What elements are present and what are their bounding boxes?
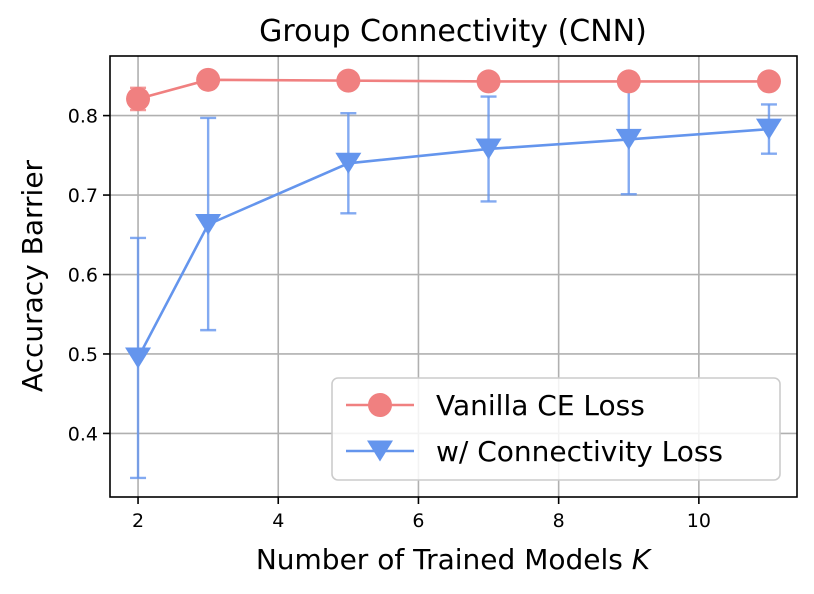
series-line-connectivity xyxy=(136,127,770,359)
data-point-connectivity xyxy=(125,347,152,369)
data-point-vanilla xyxy=(196,67,221,92)
legend-marker-vanilla xyxy=(368,393,392,417)
x-tick-label: 6 xyxy=(412,510,424,532)
series xyxy=(125,67,782,369)
y-tick-label: 0.6 xyxy=(68,265,98,287)
data-point-vanilla xyxy=(476,69,501,94)
y-tick-label: 0.4 xyxy=(68,423,98,445)
series-line-vanilla xyxy=(137,78,769,101)
x-axis-label-text: Number of Trained Models xyxy=(256,543,623,576)
legend-box xyxy=(331,377,781,481)
y-tick-label: 0.7 xyxy=(68,185,98,207)
x-tick-label: 10 xyxy=(687,510,711,532)
x-tick-label: 2 xyxy=(132,510,144,532)
y-axis-label: Accuracy Barrier xyxy=(16,159,49,392)
data-point-vanilla xyxy=(616,69,641,94)
data-point-vanilla xyxy=(756,69,781,94)
legend-label-vanilla: Vanilla CE Loss xyxy=(436,389,645,422)
data-point-connectivity xyxy=(475,138,502,160)
y-tick-label: 0.5 xyxy=(68,344,98,366)
axis-ticks: 2 4 6 8 10 0.4 0.5 0.6 0.7 0.8 xyxy=(68,106,711,532)
chart-title: Group Connectivity (CNN) xyxy=(259,14,647,49)
data-point-connectivity xyxy=(755,118,782,140)
legend: Vanilla CE Loss w/ Connectivity Loss xyxy=(331,377,781,481)
data-point-connectivity xyxy=(615,128,642,150)
x-tick-label: 8 xyxy=(553,510,565,532)
data-point-connectivity xyxy=(195,213,222,235)
plot-frame xyxy=(109,55,798,498)
x-axis-label-variable: K xyxy=(632,543,653,576)
legend-marker-connectivity xyxy=(367,440,393,462)
legend-items xyxy=(346,393,414,462)
data-point-vanilla xyxy=(126,86,151,111)
legend-label-connectivity: w/ Connectivity Loss xyxy=(436,435,723,468)
x-tick-label: 4 xyxy=(272,510,284,532)
y-tick-label: 0.8 xyxy=(68,106,98,128)
data-point-vanilla xyxy=(336,68,361,93)
data-point-connectivity xyxy=(335,152,362,174)
x-axis-label: Number of Trained Models K xyxy=(256,543,653,576)
